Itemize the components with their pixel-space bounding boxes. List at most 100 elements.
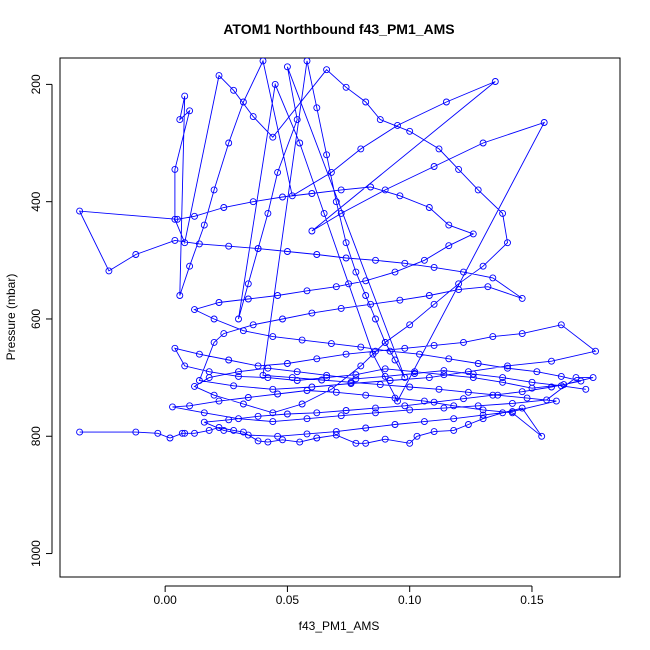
data-point xyxy=(367,300,375,308)
data-point xyxy=(176,116,184,124)
data-point xyxy=(469,230,477,238)
data-point xyxy=(173,215,181,223)
data-point xyxy=(313,104,321,112)
data-point xyxy=(235,372,242,380)
data-point xyxy=(264,209,272,217)
data-point xyxy=(381,365,389,373)
data-point xyxy=(372,315,379,323)
data-point xyxy=(181,239,189,247)
data-point xyxy=(225,356,233,364)
data-point xyxy=(271,80,279,88)
data-point xyxy=(230,426,238,434)
data-point xyxy=(195,240,203,248)
data-point xyxy=(323,66,331,74)
data-point xyxy=(239,327,247,335)
data-point xyxy=(357,362,365,370)
data-point xyxy=(479,406,487,414)
data-point xyxy=(548,383,555,391)
data-point xyxy=(244,394,252,401)
data-point xyxy=(342,254,350,262)
data-point xyxy=(181,362,189,370)
data-point xyxy=(386,377,394,384)
data-point xyxy=(518,330,526,338)
data-point xyxy=(195,350,203,358)
data-point xyxy=(499,409,507,417)
data-point xyxy=(460,395,467,403)
data-point xyxy=(386,347,394,355)
data-point xyxy=(376,116,384,124)
data-point xyxy=(215,72,223,80)
data-point xyxy=(455,280,463,288)
data-point xyxy=(589,374,597,382)
data-point xyxy=(552,397,560,405)
y-tick-label: 600 xyxy=(29,309,43,329)
data-point xyxy=(239,428,247,436)
data-point xyxy=(592,347,599,355)
data-point xyxy=(283,360,291,367)
data-point xyxy=(332,431,340,439)
data-point xyxy=(200,221,208,229)
data-point xyxy=(342,350,350,358)
data-point xyxy=(362,98,370,106)
data-point xyxy=(494,391,502,399)
data-point xyxy=(249,113,257,121)
data-point xyxy=(406,127,414,135)
data-point xyxy=(327,168,335,176)
data-point xyxy=(430,263,438,271)
data-point xyxy=(450,402,458,410)
data-point xyxy=(479,262,487,270)
data-point xyxy=(413,432,421,440)
x-axis-label: f43_PM1_AMS xyxy=(299,619,380,633)
data-point xyxy=(288,192,296,200)
data-point xyxy=(367,183,375,191)
data-point xyxy=(499,209,507,217)
data-point xyxy=(474,402,482,410)
data-point xyxy=(381,338,389,346)
data-point xyxy=(154,429,162,437)
data-point xyxy=(259,371,267,379)
data-point xyxy=(406,439,414,447)
data-point xyxy=(445,355,453,363)
data-point xyxy=(362,391,370,399)
data-point xyxy=(249,198,257,206)
data-point xyxy=(293,116,301,124)
data-point xyxy=(479,139,487,147)
y-tick-label: 400 xyxy=(29,191,43,211)
data-point xyxy=(76,207,84,215)
data-point xyxy=(342,83,350,91)
data-point xyxy=(288,374,296,382)
data-point xyxy=(327,385,335,393)
data-point xyxy=(279,436,286,444)
data-point xyxy=(186,262,194,270)
data-point xyxy=(381,186,389,194)
chart-title: ATOM1 Northbound f43_PM1_AMS xyxy=(223,21,454,37)
data-point xyxy=(200,409,208,417)
y-tick-label: 800 xyxy=(29,426,43,446)
data-point xyxy=(337,304,345,312)
data-point xyxy=(308,383,316,391)
data-point xyxy=(352,371,360,379)
data-point xyxy=(283,410,291,418)
data-point xyxy=(76,428,84,436)
data-point xyxy=(230,86,238,94)
data-point xyxy=(191,212,198,220)
data-point xyxy=(254,362,262,370)
y-tick-label: 200 xyxy=(29,74,43,94)
data-point xyxy=(411,370,419,377)
data-point xyxy=(323,151,331,159)
data-point xyxy=(369,350,377,358)
data-point xyxy=(254,412,262,420)
data-point xyxy=(249,321,257,329)
data-point xyxy=(416,350,423,358)
data-point xyxy=(489,391,497,399)
data-point xyxy=(528,378,536,386)
data-point xyxy=(391,421,399,428)
data-point xyxy=(345,280,353,288)
data-point xyxy=(352,268,360,276)
data-point xyxy=(372,404,379,412)
data-point xyxy=(401,402,409,410)
data-point xyxy=(303,387,311,394)
data-point xyxy=(381,435,389,443)
data-point xyxy=(191,382,198,390)
